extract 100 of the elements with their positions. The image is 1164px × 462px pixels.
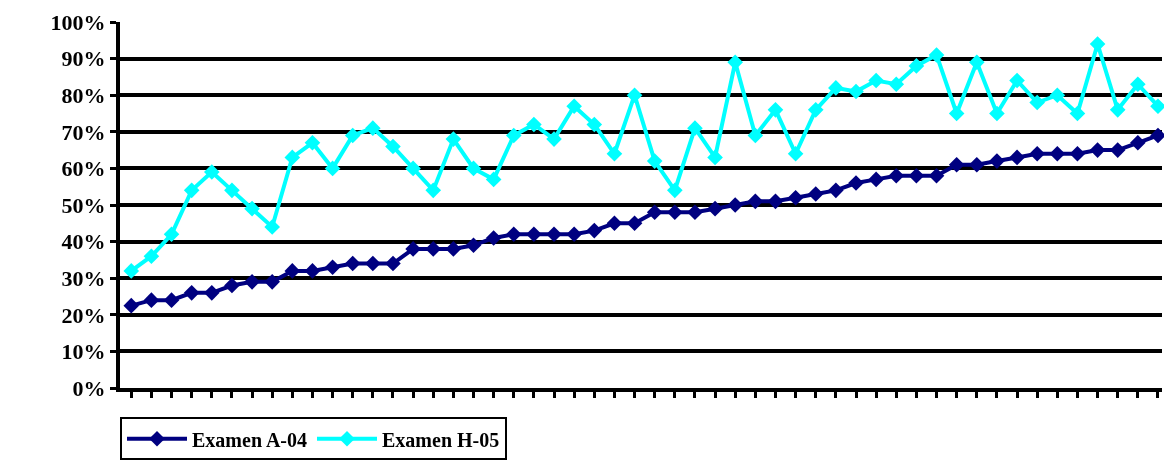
- point: [646, 204, 663, 221]
- point: [1049, 145, 1066, 162]
- point: [707, 149, 723, 166]
- point: [747, 127, 764, 144]
- point: [505, 226, 522, 243]
- point: [606, 145, 623, 162]
- point: [848, 83, 864, 100]
- point: [888, 167, 905, 184]
- point: [505, 127, 522, 144]
- point: [163, 292, 180, 308]
- point: [526, 226, 542, 243]
- point: [807, 186, 824, 202]
- point: [244, 274, 260, 290]
- point: [908, 167, 925, 184]
- point: [324, 259, 341, 276]
- point: [143, 248, 160, 265]
- point: [123, 263, 140, 279]
- point: [183, 285, 200, 301]
- point: [989, 153, 1005, 169]
- point: [1009, 149, 1025, 166]
- point: [667, 204, 683, 221]
- point: [787, 189, 804, 206]
- point: [304, 263, 321, 279]
- point: [928, 167, 945, 184]
- y-tick-label: 0%: [72, 375, 106, 401]
- y-tick-label: 40%: [61, 229, 106, 255]
- y-tick-label: 30%: [61, 265, 106, 291]
- point: [586, 222, 603, 239]
- point: [385, 138, 401, 155]
- point: [566, 98, 582, 114]
- point: [365, 120, 381, 136]
- point: [1109, 102, 1126, 118]
- point: [123, 297, 140, 314]
- point: [606, 215, 623, 232]
- y-tick-label: 50%: [61, 192, 106, 218]
- point: [526, 116, 542, 133]
- point: [787, 145, 804, 162]
- point: [807, 102, 824, 118]
- point: [747, 193, 764, 210]
- y-tick-label: 70%: [61, 119, 106, 145]
- point: [425, 182, 442, 199]
- point: [968, 54, 985, 71]
- point: [224, 277, 240, 294]
- point: [727, 197, 744, 213]
- point: [767, 193, 784, 210]
- point: [908, 58, 925, 74]
- y-tick-label: 60%: [61, 156, 106, 182]
- point: [143, 292, 160, 308]
- point: [1069, 105, 1086, 122]
- point: [1069, 145, 1086, 162]
- point: [324, 160, 341, 177]
- point: [485, 171, 502, 188]
- point: [264, 274, 280, 290]
- point: [767, 102, 784, 118]
- point: [868, 72, 884, 89]
- point: [163, 226, 180, 243]
- point: [344, 127, 361, 144]
- point: [1130, 134, 1146, 151]
- point: [204, 285, 220, 301]
- point: [445, 131, 462, 147]
- point: [566, 226, 582, 243]
- point: [1089, 142, 1106, 158]
- point: [1029, 94, 1045, 111]
- point: [224, 182, 240, 199]
- point: [868, 171, 884, 188]
- point: [948, 156, 965, 173]
- point: [687, 120, 703, 136]
- point: [445, 241, 462, 257]
- point: [1009, 72, 1025, 89]
- point: [465, 160, 482, 177]
- point: [848, 175, 864, 191]
- point: [365, 255, 381, 272]
- point: [626, 87, 643, 103]
- point: [989, 105, 1005, 122]
- point: [264, 219, 280, 235]
- point: [828, 80, 844, 96]
- point: [687, 204, 703, 221]
- y-tick-label: 100%: [50, 9, 106, 35]
- point: [1029, 145, 1045, 162]
- point: [626, 215, 643, 232]
- point: [304, 134, 321, 151]
- point: [707, 200, 723, 217]
- point: [968, 156, 985, 173]
- point: [405, 241, 421, 257]
- point: [284, 149, 301, 166]
- point: [546, 226, 562, 243]
- point: [667, 182, 683, 199]
- point: [183, 182, 200, 199]
- point: [485, 230, 502, 246]
- point: [586, 116, 603, 133]
- point: [828, 182, 844, 199]
- y-tick-label: 20%: [61, 302, 106, 328]
- point: [405, 160, 421, 177]
- point: [1049, 87, 1066, 103]
- point: [546, 131, 562, 147]
- legend-label: Examen H-05: [382, 428, 500, 451]
- point: [204, 164, 220, 180]
- y-tick-label: 90%: [61, 46, 106, 72]
- legend-label: Examen A-04: [192, 428, 307, 451]
- point: [948, 105, 965, 122]
